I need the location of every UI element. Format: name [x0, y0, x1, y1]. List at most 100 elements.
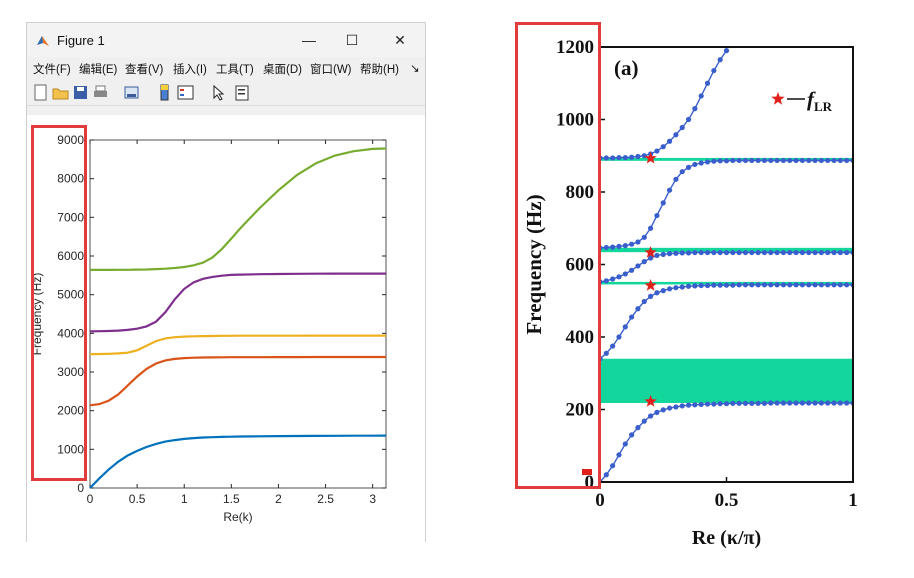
branch-point — [736, 249, 742, 256]
branch-point — [844, 282, 850, 288]
save-icon[interactable] — [72, 84, 89, 101]
y-tick-label: 6000 — [57, 249, 84, 263]
menu-edit[interactable]: 编辑(E) — [79, 64, 118, 76]
left-dispersion-plot: 0 1000 2000 3000 4000 5000 6000 7000 8000 9000 0 0.… — [30, 133, 387, 524]
branch-point — [603, 244, 609, 251]
branch-point — [692, 106, 698, 112]
branch-point — [685, 250, 692, 256]
x-tick-label: 1 — [848, 490, 858, 511]
branch-point — [673, 250, 679, 256]
branch-point — [666, 251, 673, 257]
branch-point — [603, 472, 609, 478]
branch-point — [622, 243, 628, 249]
branch-point — [648, 293, 654, 299]
menu-file[interactable]: 文件(F) — [33, 64, 71, 76]
branch-point — [831, 157, 837, 164]
menu-bar: 文件(F) 编辑(E) 查看(V) 插入(I) 工具(T) 桌面(D) 窗口(W… — [27, 59, 425, 79]
branch-point — [768, 282, 774, 288]
menu-insert[interactable]: 插入(I) — [173, 64, 207, 76]
branch-point — [629, 267, 635, 273]
resonance-star-marker — [644, 151, 657, 164]
branch-point — [666, 138, 673, 144]
branch-point — [793, 400, 799, 406]
branch-point — [698, 93, 704, 99]
minimize-button[interactable]: — — [289, 27, 329, 53]
series-line-2 — [89, 355, 386, 407]
branch-point — [768, 400, 774, 406]
y-tick-label: 3000 — [57, 365, 84, 379]
open-folder-icon[interactable] — [52, 84, 69, 101]
figure-window: Figure 1 — ☐ ✕ 文件(F) 编辑(E) 查看(V) 插入(I) 工… — [26, 22, 426, 543]
series-line-5 — [90, 147, 387, 271]
branch-point — [692, 161, 698, 168]
branch-point — [837, 249, 843, 256]
branch-point — [673, 285, 679, 291]
pointer-icon[interactable] — [210, 84, 227, 101]
branch-point — [679, 124, 685, 131]
y-axis-label: Frequency (Hz) — [522, 194, 546, 334]
branch-point — [616, 274, 622, 280]
print-preview-icon[interactable] — [123, 84, 140, 101]
branch-point — [799, 157, 805, 164]
menu-help[interactable]: 帮助(H) — [360, 64, 399, 76]
branch-point — [616, 452, 622, 458]
branch-point — [622, 441, 628, 447]
branch-line-2 — [600, 284, 853, 360]
maximize-icon: ☐ — [345, 31, 359, 48]
branch-point — [610, 463, 616, 469]
branch-point — [654, 409, 660, 415]
y-tick-label: 0 — [77, 481, 84, 495]
branch-point — [812, 400, 818, 406]
x-tick-label: 1 — [181, 492, 188, 506]
property-editor-icon[interactable] — [233, 84, 250, 101]
branch-point — [787, 400, 793, 406]
branch-point — [761, 249, 768, 256]
title-bar: Figure 1 — ☐ ✕ — [27, 23, 425, 57]
branch-point — [818, 249, 824, 256]
x-tick-label: 0 — [87, 492, 94, 506]
y-tick-label: 200 — [566, 400, 595, 421]
series-line-3 — [89, 334, 386, 356]
branch-point — [666, 187, 673, 193]
matlab-icon — [37, 36, 49, 46]
branch-point — [730, 249, 736, 256]
branch-point — [616, 334, 622, 340]
y-tick-label: 1000 — [556, 110, 594, 131]
branch-point — [825, 157, 831, 164]
branch-point — [755, 249, 761, 256]
x-axis-label: Re(k) — [223, 510, 252, 524]
branch-point — [837, 400, 843, 406]
branch-point — [780, 249, 787, 256]
menu-desktop[interactable]: 桌面(D) — [263, 64, 302, 76]
branch-point — [768, 157, 774, 164]
branch-point — [666, 286, 673, 292]
toolbar — [27, 81, 425, 106]
menu-window[interactable]: 窗口(W) — [310, 64, 352, 76]
print-icon[interactable] — [92, 84, 109, 101]
x-tick-label: 0.5 — [715, 490, 739, 511]
branch-point — [780, 157, 787, 164]
branch-point — [685, 164, 692, 170]
menu-tools[interactable]: 工具(T) — [216, 64, 254, 76]
branch-point — [692, 402, 698, 408]
branch-point — [679, 250, 685, 256]
branch-point — [635, 425, 641, 431]
menu-view[interactable]: 查看(V) — [125, 64, 164, 76]
branch-point — [717, 57, 723, 63]
legend-icon[interactable] — [177, 84, 194, 101]
menu-overflow-icon[interactable]: ↘ — [410, 63, 420, 75]
legend-label-main: f — [807, 87, 816, 111]
origin-marker — [582, 469, 592, 475]
new-file-icon[interactable] — [32, 84, 49, 101]
right-dispersion-plot: 0 200 400 600 800 1000 1200 0 0.5 1 Re (κ/π) Freque… — [522, 37, 858, 549]
close-button[interactable]: ✕ — [380, 27, 420, 53]
maximize-button[interactable]: ☐ — [332, 27, 372, 53]
branch-point — [679, 284, 685, 290]
branch-point — [825, 400, 831, 406]
branch-point — [610, 155, 616, 161]
branch-point — [660, 407, 666, 413]
colorbar-icon[interactable] — [156, 84, 173, 101]
plot-area — [89, 139, 387, 489]
series-line-4 — [89, 272, 386, 333]
branch-point — [730, 400, 736, 406]
